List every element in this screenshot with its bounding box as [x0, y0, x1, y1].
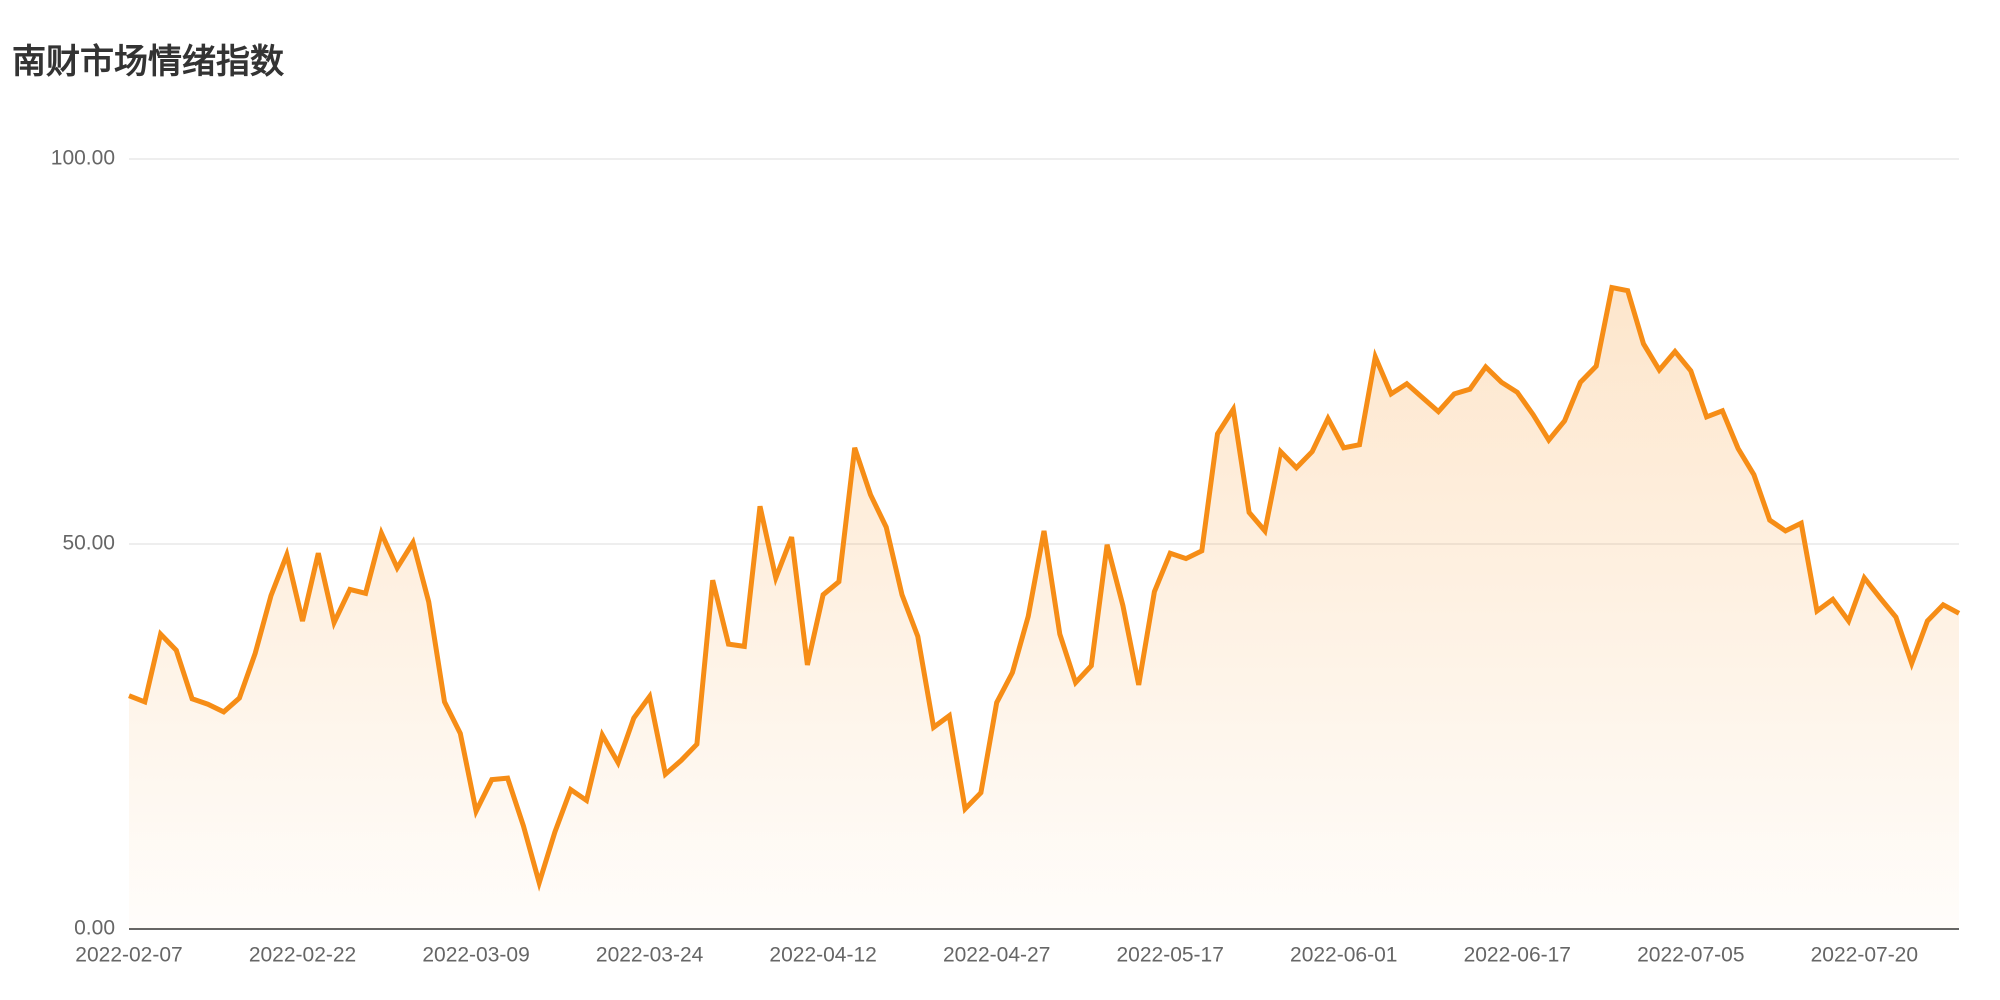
- x-tick-label: 2022-03-09: [422, 944, 529, 967]
- y-tick-label: 50.00: [62, 532, 115, 555]
- area: [129, 287, 1959, 930]
- chart-title: 南财市场情绪指数: [12, 42, 284, 81]
- x-tick-label: 2022-07-05: [1637, 944, 1744, 967]
- x-tick-label: 2022-04-27: [943, 944, 1050, 967]
- x-tick-label: 2022-02-22: [249, 944, 356, 967]
- line: [128, 284, 1961, 892]
- x-tick-label: 2022-06-17: [1464, 944, 1571, 967]
- y-tick-label: 100.00: [51, 147, 115, 170]
- x-tick-label: 2022-04-12: [769, 944, 876, 967]
- x-tick-label: 2022-03-24: [596, 944, 704, 967]
- x-tick-label: 2022-06-01: [1290, 944, 1397, 967]
- y-tick-label: 0.00: [74, 917, 115, 940]
- x-tick-label: 2022-07-20: [1811, 944, 1918, 967]
- x-tick-label: 2022-02-07: [75, 944, 182, 967]
- x-tick-label: 2022-05-17: [1116, 944, 1223, 967]
